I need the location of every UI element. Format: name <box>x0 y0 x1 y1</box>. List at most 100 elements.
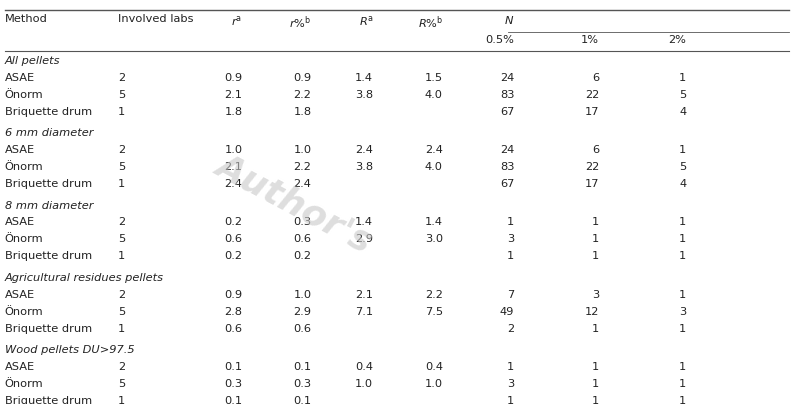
Text: 1: 1 <box>592 396 599 404</box>
Text: All pellets: All pellets <box>5 56 60 66</box>
Text: 1.0: 1.0 <box>225 145 242 155</box>
Text: 1.0: 1.0 <box>425 379 443 389</box>
Text: 2: 2 <box>118 73 125 83</box>
Text: Author's: Author's <box>210 148 378 259</box>
Text: 24: 24 <box>500 145 515 155</box>
Text: 3: 3 <box>507 379 515 389</box>
Text: 1.5: 1.5 <box>425 73 443 83</box>
Text: Önorm: Önorm <box>5 162 44 172</box>
Text: Briquette drum: Briquette drum <box>5 179 92 189</box>
Text: 7: 7 <box>507 290 515 300</box>
Text: 5: 5 <box>118 379 125 389</box>
Text: 1: 1 <box>679 145 686 155</box>
Text: 2.4: 2.4 <box>294 179 311 189</box>
Text: 7.1: 7.1 <box>355 307 373 317</box>
Text: 1%: 1% <box>581 35 599 45</box>
Text: 1: 1 <box>592 324 599 334</box>
Text: Agricultural residues pellets: Agricultural residues pellets <box>5 273 164 283</box>
Text: 0.1: 0.1 <box>293 362 311 372</box>
Text: 1: 1 <box>679 217 686 227</box>
Text: 3.8: 3.8 <box>355 90 373 100</box>
Text: 2: 2 <box>118 217 125 227</box>
Text: 0.4: 0.4 <box>355 362 373 372</box>
Text: Önorm: Önorm <box>5 379 44 389</box>
Text: 3: 3 <box>592 290 599 300</box>
Text: 1.0: 1.0 <box>355 379 373 389</box>
Text: 1: 1 <box>679 251 686 261</box>
Text: 3.8: 3.8 <box>355 162 373 172</box>
Text: 0.1: 0.1 <box>293 396 311 404</box>
Text: $r$$^{\rm a}$: $r$$^{\rm a}$ <box>231 14 242 28</box>
Text: 0.3: 0.3 <box>293 379 311 389</box>
Text: 24: 24 <box>500 73 515 83</box>
Text: 0.6: 0.6 <box>225 234 242 244</box>
Text: 2%: 2% <box>669 35 686 45</box>
Text: 0.9: 0.9 <box>293 73 311 83</box>
Text: 1: 1 <box>592 234 599 244</box>
Text: 0.2: 0.2 <box>294 251 311 261</box>
Text: Wood pellets DU>97.5: Wood pellets DU>97.5 <box>5 345 134 355</box>
Text: 1: 1 <box>507 362 515 372</box>
Text: 7.5: 7.5 <box>425 307 443 317</box>
Text: 2: 2 <box>118 290 125 300</box>
Text: 2.1: 2.1 <box>225 162 242 172</box>
Text: $r\%$$^{\rm b}$: $r\%$$^{\rm b}$ <box>289 14 311 31</box>
Text: Method: Method <box>5 14 48 24</box>
Text: 3: 3 <box>679 307 686 317</box>
Text: 22: 22 <box>585 162 599 172</box>
Text: $N$: $N$ <box>504 14 515 26</box>
Text: 17: 17 <box>584 179 599 189</box>
Text: 1: 1 <box>679 324 686 334</box>
Text: 1: 1 <box>679 362 686 372</box>
Text: 2.4: 2.4 <box>225 179 242 189</box>
Text: Briquette drum: Briquette drum <box>5 107 92 117</box>
Text: 6: 6 <box>592 145 599 155</box>
Text: 0.6: 0.6 <box>294 234 311 244</box>
Text: 5: 5 <box>118 234 125 244</box>
Text: 0.6: 0.6 <box>225 324 242 334</box>
Text: 2: 2 <box>507 324 515 334</box>
Text: 0.2: 0.2 <box>225 251 242 261</box>
Text: 0.1: 0.1 <box>225 362 242 372</box>
Text: 2.2: 2.2 <box>425 290 443 300</box>
Text: Briquette drum: Briquette drum <box>5 251 92 261</box>
Text: 4: 4 <box>679 179 686 189</box>
Text: 1: 1 <box>507 217 515 227</box>
Text: 5: 5 <box>118 162 125 172</box>
Text: 22: 22 <box>585 90 599 100</box>
Text: 67: 67 <box>500 107 515 117</box>
Text: $R\%$$^{\rm b}$: $R\%$$^{\rm b}$ <box>418 14 443 31</box>
Text: 2.4: 2.4 <box>356 145 373 155</box>
Text: 1: 1 <box>679 396 686 404</box>
Text: 4.0: 4.0 <box>425 162 443 172</box>
Text: 1.0: 1.0 <box>293 145 311 155</box>
Text: 1.4: 1.4 <box>425 217 443 227</box>
Text: 1: 1 <box>118 396 125 404</box>
Text: $R$$^{\rm a}$: $R$$^{\rm a}$ <box>359 14 373 28</box>
Text: 2.2: 2.2 <box>294 162 311 172</box>
Text: 1.4: 1.4 <box>355 217 373 227</box>
Text: 3: 3 <box>507 234 515 244</box>
Text: 5: 5 <box>118 307 125 317</box>
Text: 1.4: 1.4 <box>355 73 373 83</box>
Text: 0.9: 0.9 <box>225 73 242 83</box>
Text: 1: 1 <box>592 379 599 389</box>
Text: 0.6: 0.6 <box>294 324 311 334</box>
Text: 2.1: 2.1 <box>355 290 373 300</box>
Text: 17: 17 <box>584 107 599 117</box>
Text: 0.9: 0.9 <box>225 290 242 300</box>
Text: 0.5%: 0.5% <box>485 35 515 45</box>
Text: 1: 1 <box>118 107 125 117</box>
Text: 12: 12 <box>584 307 599 317</box>
Text: 1: 1 <box>679 290 686 300</box>
Text: 1: 1 <box>118 179 125 189</box>
Text: 4.0: 4.0 <box>425 90 443 100</box>
Text: 0.4: 0.4 <box>425 362 443 372</box>
Text: Önorm: Önorm <box>5 90 44 100</box>
Text: 0.1: 0.1 <box>225 396 242 404</box>
Text: 1: 1 <box>679 73 686 83</box>
Text: 1: 1 <box>118 251 125 261</box>
Text: ASAE: ASAE <box>5 290 35 300</box>
Text: 2: 2 <box>118 362 125 372</box>
Text: 6 mm diameter: 6 mm diameter <box>5 128 93 138</box>
